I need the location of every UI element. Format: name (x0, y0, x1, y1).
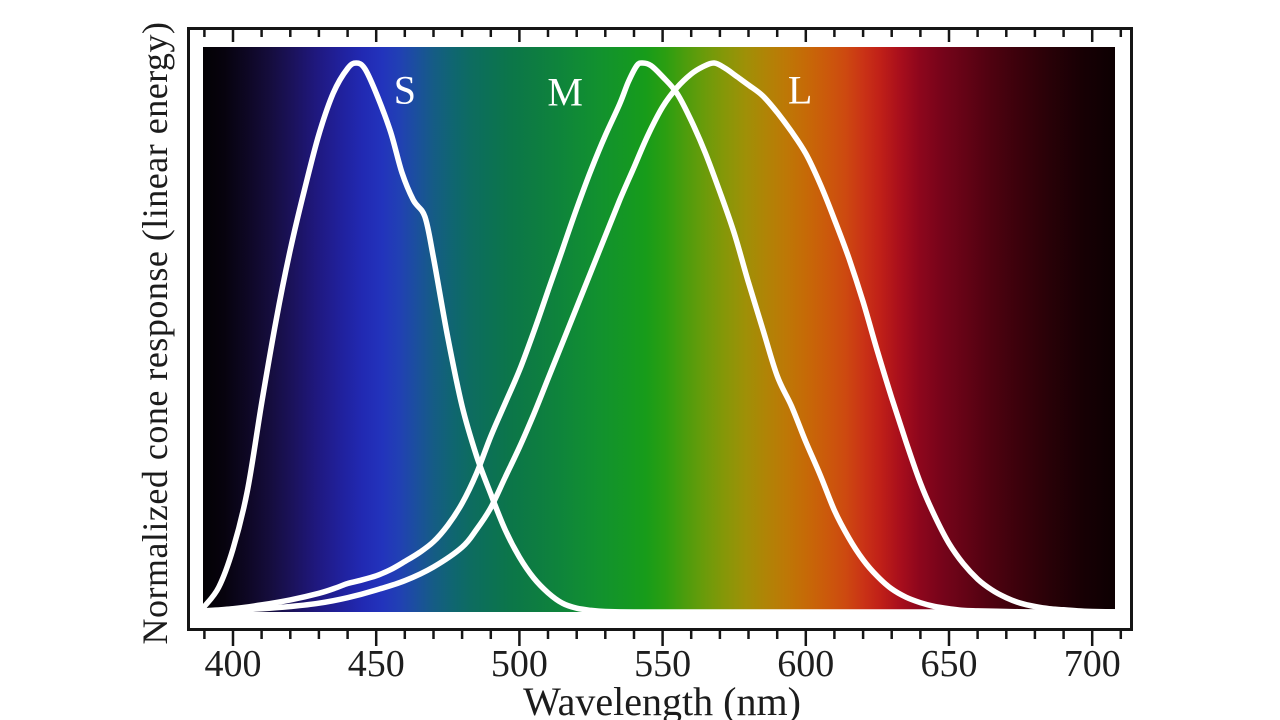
y-axis-label: Normalized cone response (linear energy) (135, 21, 175, 645)
x-tick-label-400: 400 (204, 643, 262, 685)
curve-label-m: M (547, 69, 584, 115)
cone-curve-s (203, 60, 1115, 612)
axes-frame (187, 27, 1133, 631)
x-tick-label-500: 500 (490, 643, 548, 685)
visible-spectrum-background (203, 47, 1115, 612)
x-tick-label-450: 450 (347, 643, 405, 685)
x-axis-ticks (203, 30, 1123, 646)
cone-curve-m (203, 60, 1115, 612)
x-tick-label-650: 650 (920, 643, 978, 685)
cone-response-curves (203, 60, 1115, 612)
curve-label-l: L (787, 67, 813, 113)
x-tick-label-700: 700 (1063, 643, 1121, 685)
x-tick-label-600: 600 (777, 643, 835, 685)
x-axis-label: Wavelength (nm) (523, 679, 801, 720)
x-tick-label-550: 550 (634, 643, 692, 685)
curve-label-s: S (393, 67, 416, 113)
cone-curve-l (203, 60, 1115, 612)
